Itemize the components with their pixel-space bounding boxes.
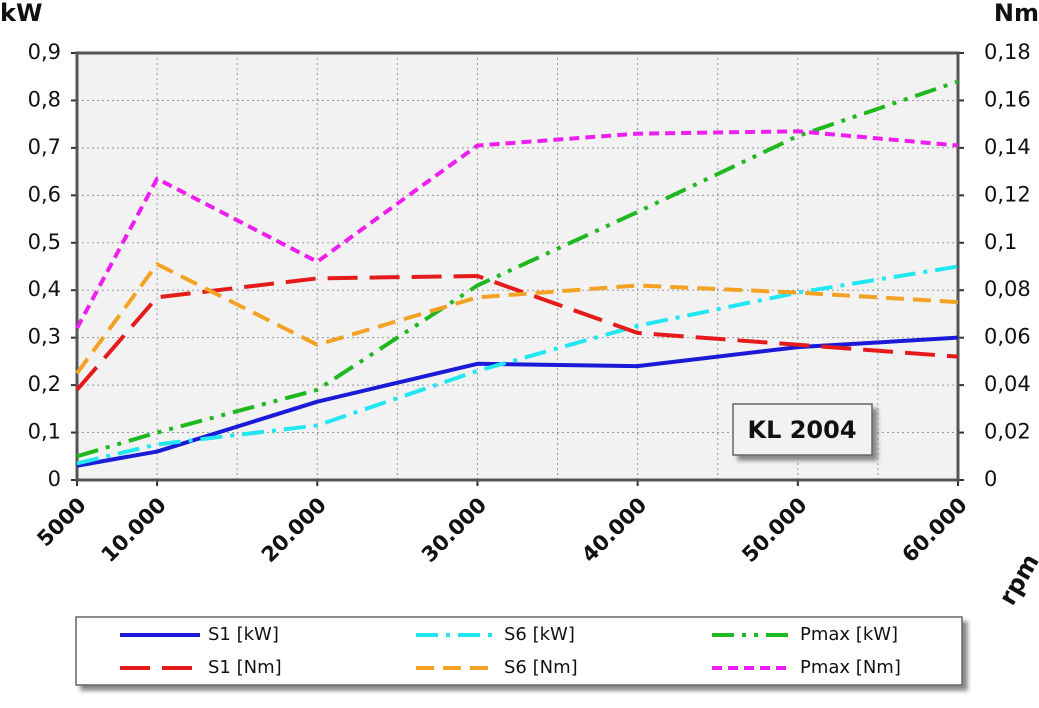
y2-tick-label: 0,04 xyxy=(984,372,1031,396)
legend-label: Pmax [Nm] xyxy=(800,657,901,678)
legend-label: Pmax [kW] xyxy=(800,624,898,645)
series-line xyxy=(75,129,959,330)
x-axis-label: rpm xyxy=(994,549,1039,610)
y-tick-label: 0 xyxy=(48,467,61,491)
y2-tick-label: 0,18 xyxy=(984,40,1031,64)
y2-tick-label: 0,14 xyxy=(984,135,1031,159)
x-tick-label: 10.000 xyxy=(97,493,171,567)
legend-label: S1 [kW] xyxy=(208,624,279,645)
y2-tick-label: 0,1 xyxy=(984,230,1017,254)
y-tick-label: 0,7 xyxy=(28,135,61,159)
y2-axis-label: Nm xyxy=(994,0,1039,27)
plot-border xyxy=(75,51,960,482)
y-axis-label: kW xyxy=(0,0,42,27)
x-tick-label: 30.000 xyxy=(417,493,491,567)
legend-label: S1 [Nm] xyxy=(208,657,282,678)
y-tick-label: 0,5 xyxy=(28,230,61,254)
y-tick-label: 0,6 xyxy=(28,182,61,206)
y-tick-label: 0,8 xyxy=(28,87,61,111)
annotation: KL 2004 xyxy=(747,416,856,444)
legend-label: S6 [kW] xyxy=(504,624,575,645)
y-tick-label: 0,2 xyxy=(28,372,61,396)
legend-label: S6 [Nm] xyxy=(504,657,578,678)
x-tick-label: 40.000 xyxy=(577,493,651,567)
x-tick-label: 5000 xyxy=(32,493,90,551)
y2-tick-label: 0 xyxy=(984,467,997,491)
y-tick-label: 0,9 xyxy=(28,40,61,64)
y2-tick-label: 0,16 xyxy=(984,87,1031,111)
legend-box xyxy=(75,616,963,686)
series-line xyxy=(76,335,959,468)
y2-tick-label: 0,12 xyxy=(984,182,1031,206)
y2-tick-label: 0,08 xyxy=(984,277,1031,301)
x-tick-label: 50.000 xyxy=(737,493,811,567)
series-line xyxy=(75,262,959,375)
x-tick-label: 20.000 xyxy=(257,493,331,567)
annotation-box xyxy=(732,403,873,456)
x-tick-label: 60.000 xyxy=(897,493,971,567)
y2-tick-label: 0,02 xyxy=(984,420,1031,444)
series-line xyxy=(76,79,959,459)
y-tick-label: 0,1 xyxy=(28,420,61,444)
y-tick-label: 0,4 xyxy=(28,277,61,301)
series-line xyxy=(75,273,959,392)
y-tick-label: 0,3 xyxy=(28,325,61,349)
y2-tick-label: 0,06 xyxy=(984,325,1031,349)
